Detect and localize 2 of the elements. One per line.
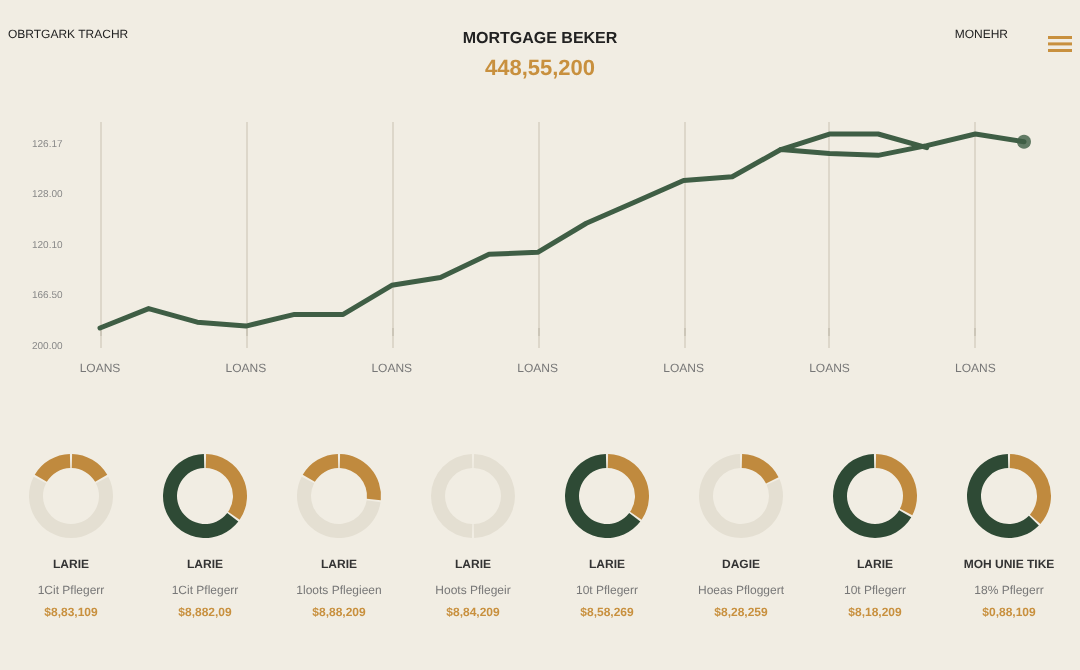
chart-title: MORTGAGE BEKER: [462, 29, 618, 47]
chart-subtitle: 448,55,200: [484, 57, 596, 81]
